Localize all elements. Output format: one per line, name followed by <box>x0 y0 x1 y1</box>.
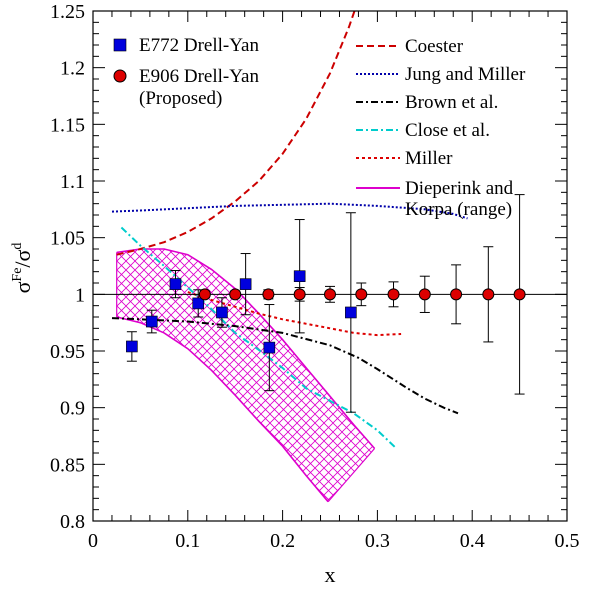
legend-label: Korpa (range) <box>405 199 512 220</box>
legend-label: (Proposed) <box>139 88 222 109</box>
legend-label: Close et al. <box>405 120 490 141</box>
x-tick-label: 0 <box>88 530 98 552</box>
legend-label: Miller <box>405 148 453 169</box>
legend-marker-e906 <box>113 69 127 83</box>
y-tick-label: 1.2 <box>60 58 85 80</box>
curve-layer <box>111 11 468 450</box>
x-tick-label: 0.4 <box>460 530 485 552</box>
legend-label: Coester <box>405 36 464 57</box>
e906-data-point <box>198 288 211 301</box>
e906-data-point <box>482 288 495 301</box>
e772-data-point <box>145 315 158 328</box>
y-tick-label: 0.9 <box>60 398 85 420</box>
e772-data-point <box>126 340 138 353</box>
y-axis-label-slash: /σ <box>10 249 35 267</box>
x-tick-label: 0.3 <box>365 530 390 552</box>
y-tick-label: 1.15 <box>50 114 85 136</box>
legend-label: E772 Drell-Yan <box>139 35 259 56</box>
legend-marker-e772 <box>113 38 127 52</box>
plot-frame <box>92 10 568 522</box>
tick-layer: 0 0.1 0.2 0.3 0.4 0.5 0.8 0.85 0.9 0.95 1 1.05 1.1 1.… <box>50 1 580 552</box>
e772-data-point <box>239 278 252 290</box>
legend: E772 Drell-Yan E906 Drell-Yan(Proposed) Co… <box>113 35 526 220</box>
y-axis-label-sup-fe: Fe <box>10 268 25 282</box>
y-tick-label: 1 <box>75 284 85 306</box>
curve-close-et-al- <box>120 226 398 450</box>
x-tick-label: 0.2 <box>270 530 295 552</box>
x-axis-label: x <box>325 562 336 587</box>
y-axis-label: σFe/σd <box>10 243 35 294</box>
y-axis-label-sigma: σ <box>10 281 35 293</box>
y-tick-label: 0.85 <box>50 454 85 476</box>
e906-data-point <box>418 288 431 301</box>
e906-data-point <box>229 288 242 301</box>
curve-jung-and-miller <box>111 202 468 220</box>
e772-data-point <box>169 278 182 290</box>
y-tick-label: 1.05 <box>50 228 85 250</box>
x-tick-label: 0.1 <box>175 530 200 552</box>
e772-data-point <box>216 306 228 319</box>
y-tick-label: 0.8 <box>60 511 85 533</box>
y-tick-label: 1.1 <box>60 171 85 193</box>
band-upper-edge <box>116 248 376 450</box>
y-tick-label: 0.95 <box>50 341 85 363</box>
e906-data-point <box>324 288 336 301</box>
e906-data-point <box>387 288 400 301</box>
curve-brown-et-al- <box>111 317 459 415</box>
e906-data-point <box>513 288 526 301</box>
band-right-edge <box>327 448 376 503</box>
e906-data-point <box>355 288 368 301</box>
legend-label: Dieperink and <box>405 178 514 199</box>
legend-label: Jung and Miller <box>405 64 526 85</box>
x-tick-label: 0.5 <box>555 530 580 552</box>
curve-miller <box>187 291 402 337</box>
e772-data-point <box>345 306 357 319</box>
e772-data-point <box>192 297 205 310</box>
y-tick-label: 1.25 <box>50 1 85 23</box>
legend-label: Brown et al. <box>405 92 498 113</box>
e906-data-point <box>450 288 463 301</box>
marker-layer <box>126 270 526 354</box>
e906-data-point <box>293 288 306 301</box>
e906-data-point <box>262 288 275 301</box>
legend-label: E906 Drell-Yan <box>139 66 259 87</box>
e772-data-point <box>293 270 306 283</box>
e772-data-point <box>263 341 276 354</box>
y-axis-label-sup-d: d <box>10 243 25 250</box>
band-fill-dieperink-korpa <box>116 249 375 502</box>
curve-coester <box>116 11 356 256</box>
